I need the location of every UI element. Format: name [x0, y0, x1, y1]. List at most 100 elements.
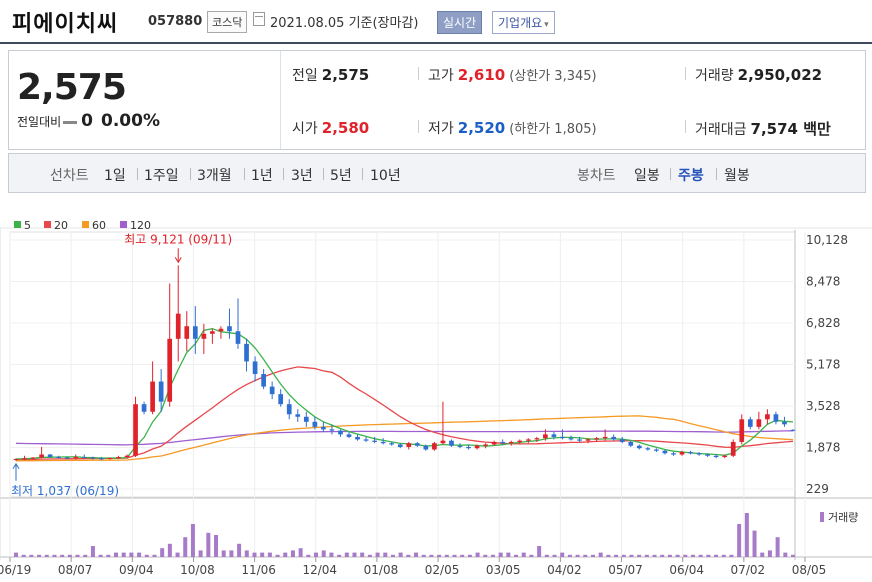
candle-body	[355, 436, 360, 440]
change-label: 전일대비	[17, 115, 62, 129]
x-tick-label: 08/05	[792, 563, 827, 577]
candle-monthly[interactable]: 월봉	[724, 168, 750, 184]
x-tick-label: 05/07	[608, 563, 643, 577]
low-annotation: 최저 1,037 (06/19)	[11, 484, 119, 498]
candle-body	[90, 457, 96, 459]
volume-bar	[675, 554, 680, 557]
candle-body	[30, 457, 36, 459]
volume-bar	[783, 552, 788, 557]
period-1w[interactable]: 1주일	[144, 168, 179, 184]
candle-body	[201, 333, 207, 339]
candle-body	[449, 440, 454, 446]
candle-body	[124, 455, 130, 458]
volume-bar	[483, 554, 488, 557]
period-1y[interactable]: 1년	[251, 168, 273, 184]
stock-name: 피에이치씨	[12, 12, 119, 37]
candle-body	[414, 443, 420, 446]
ma-line	[15, 415, 794, 462]
candle-body	[107, 458, 113, 460]
volume-bar	[60, 554, 65, 557]
quote-panel: 2,575 전일대비 0 0.00% 전일 2,575 고가 2,610 (상한가 3,3…	[8, 50, 866, 150]
company-overview-button[interactable]: 기업개요 ▾	[492, 11, 555, 34]
x-tick-label: 04/02	[547, 563, 582, 577]
volume-bar	[160, 548, 165, 557]
volume-bar	[429, 554, 434, 557]
candle-body	[440, 440, 446, 444]
candle-body	[269, 386, 275, 395]
volume-bar	[752, 530, 757, 557]
volume-bar	[352, 552, 357, 557]
candle-body	[474, 445, 480, 449]
volume-bar	[298, 548, 303, 557]
lower-limit: (하한가 1,805)	[509, 122, 597, 137]
volume-bar	[721, 554, 726, 557]
volume-bar	[514, 554, 519, 557]
candle-body	[457, 445, 463, 447]
candle-body	[303, 416, 309, 422]
candle-body	[116, 457, 121, 459]
period-5y[interactable]: 5년	[330, 168, 352, 184]
x-tick-label: 06/19	[0, 563, 31, 577]
volume-bar	[398, 552, 403, 557]
volume-bar	[552, 554, 557, 557]
period-1d[interactable]: 1일	[104, 168, 126, 184]
volume-bar	[614, 554, 619, 557]
volume-bar	[129, 552, 134, 557]
x-tick-label: 02/05	[425, 563, 460, 577]
candle-body	[568, 438, 574, 440]
period-3m[interactable]: 3개월	[197, 168, 232, 184]
prev-close: 전일 2,575	[292, 65, 369, 85]
candle-body	[192, 326, 198, 339]
period-3y[interactable]: 3년	[291, 168, 313, 184]
candle-body	[551, 434, 557, 437]
candle-body	[227, 326, 232, 332]
y-tick-label: 1,878	[806, 441, 840, 455]
price-change: 전일대비 0 0.00%	[17, 111, 160, 131]
candle-body	[235, 331, 241, 344]
y-tick-label: 10,128	[806, 233, 848, 247]
volume-bar	[360, 552, 365, 557]
candle-body	[611, 436, 617, 440]
candle-daily[interactable]: 일봉	[634, 168, 660, 184]
volume-bar	[90, 546, 95, 557]
volume-cell: 거래량 2,950,022	[685, 65, 823, 85]
candle-body	[543, 434, 548, 439]
volume-bar	[452, 554, 457, 557]
candle-body	[261, 374, 266, 387]
candle-chart-label: 봉차트	[577, 168, 616, 184]
open-value: 2,580	[321, 119, 370, 137]
volume-bar	[283, 552, 288, 557]
volume-bar	[652, 554, 657, 557]
high-annotation: 최고 9,121 (09/11)	[124, 232, 232, 246]
amount-value: 7,574 백만	[750, 120, 831, 138]
volume-bar	[383, 552, 388, 557]
volume-value: 2,950,022	[737, 66, 823, 84]
x-tick-label: 09/04	[119, 563, 154, 577]
realtime-button[interactable]: 실시간	[437, 11, 483, 34]
period-10y[interactable]: 10년	[370, 168, 401, 184]
candle-body	[756, 419, 762, 427]
volume-bar	[344, 552, 349, 557]
legend-swatch	[82, 221, 89, 228]
candle-body	[491, 441, 497, 445]
volume-bar	[144, 554, 149, 557]
candle-body	[654, 449, 659, 451]
volume-bar	[29, 554, 34, 557]
volume-label: 거래량	[695, 68, 734, 84]
candle-body	[560, 436, 565, 439]
low-arrowhead	[12, 462, 20, 470]
volume-bar	[667, 554, 672, 557]
candle-body	[423, 445, 429, 450]
candle-body	[790, 429, 796, 431]
volume-bar	[737, 524, 742, 557]
candle-body	[628, 441, 634, 446]
candle-weekly[interactable]: 주봉	[678, 168, 704, 184]
x-tick-label: 06/04	[669, 563, 704, 577]
volume-bar	[75, 554, 80, 557]
volume-bar	[791, 554, 795, 557]
candle-body	[210, 331, 215, 334]
candle-body	[534, 438, 540, 440]
volume-bar	[529, 554, 534, 557]
amount-cell: 거래대금 7,574 백만	[685, 118, 831, 139]
volume-bar	[467, 554, 472, 557]
